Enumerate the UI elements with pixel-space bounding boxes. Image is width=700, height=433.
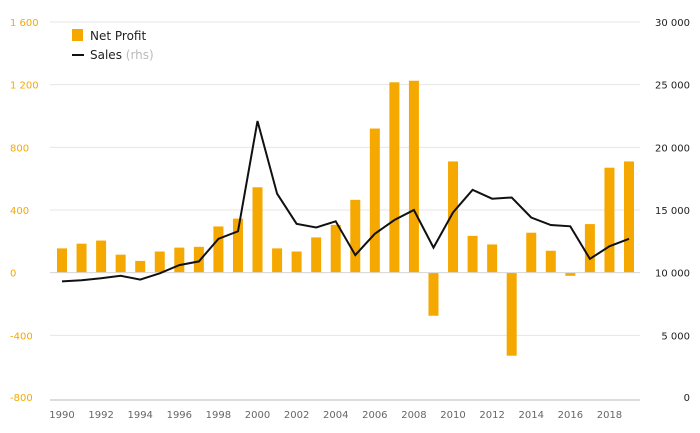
- net-profit-bar-2014: [526, 232, 537, 273]
- left-tick-label-6: 1 600: [10, 18, 39, 29]
- gridlines: [50, 21, 640, 336]
- x-tick-label-1996: 1996: [167, 410, 192, 421]
- net-profit-bar-1992: [96, 240, 107, 273]
- net-profit-bars: [57, 80, 634, 356]
- net-profit-bar-2000: [252, 187, 263, 273]
- net-profit-bar-1997: [193, 246, 204, 273]
- x-tick-label-1990: 1990: [49, 410, 74, 421]
- net-profit-bar-1998: [213, 226, 224, 273]
- net-profit-bar-2018: [604, 167, 615, 273]
- x-tick-label-2008: 2008: [401, 410, 426, 421]
- right-tick-label-5: 25 000: [655, 81, 690, 92]
- net-profit-bar-2016: [565, 272, 576, 276]
- net-profit-bar-2009: [428, 272, 439, 316]
- x-tick-label-2016: 2016: [558, 410, 583, 421]
- right-tick-label-0: 0: [684, 393, 690, 404]
- left-tick-label-4: 800: [10, 143, 29, 154]
- x-tick-label-2018: 2018: [597, 410, 622, 421]
- net-profit-bar-2007: [389, 82, 400, 273]
- right-tick-label-3: 15 000: [655, 206, 690, 217]
- net-profit-bar-2017: [584, 224, 595, 273]
- right-tick-label-4: 20 000: [655, 143, 690, 154]
- left-axis-ticks: -800 -400 0 400 800 1 200 1 600: [10, 18, 39, 404]
- right-tick-label-6: 30 000: [655, 18, 690, 29]
- x-tick-label-2006: 2006: [362, 410, 387, 421]
- left-tick-label-5: 1 200: [10, 81, 39, 92]
- x-tick-label-2010: 2010: [440, 410, 465, 421]
- net-profit-bar-2003: [311, 237, 322, 273]
- net-profit-bar-1995: [154, 251, 165, 273]
- right-axis-ticks: 0 5 000 10 000 15 000 20 000 25 000 30 000: [655, 18, 690, 404]
- legend-label-net-profit: Net Profit: [90, 29, 146, 43]
- net-profit-bar-2005: [350, 199, 361, 273]
- left-tick-label-3: 400: [10, 206, 29, 217]
- legend-swatch-net-profit: [72, 29, 83, 41]
- net-profit-bar-1996: [174, 247, 185, 273]
- net-profit-bar-2011: [467, 235, 478, 273]
- legend-label-sales-name: Sales: [90, 48, 122, 62]
- x-tick-label-2014: 2014: [519, 410, 544, 421]
- net-profit-bar-2010: [448, 161, 459, 273]
- net-profit-bar-2002: [291, 251, 302, 273]
- net-profit-bar-2019: [624, 161, 634, 273]
- net-profit-bar-2004: [330, 224, 341, 273]
- net-profit-bar-1994: [135, 260, 146, 273]
- right-tick-label-2: 10 000: [655, 269, 690, 280]
- x-tick-label-1994: 1994: [127, 410, 152, 421]
- net-profit-bar-1990: [57, 248, 67, 273]
- net-profit-bar-2001: [272, 248, 283, 273]
- x-tick-label-1998: 1998: [206, 410, 231, 421]
- legend-label-sales-rhs: (rhs): [126, 48, 154, 62]
- net-profit-bar-1999: [232, 218, 243, 273]
- x-axis-ticks: 1990 1992 1994 1996 1998 2000 2002 2004 2006 2008…: [49, 410, 622, 421]
- net-profit-bar-2006: [369, 128, 380, 273]
- legend-label-sales: Sales (rhs): [90, 48, 154, 62]
- net-profit-bar-1991: [76, 243, 87, 273]
- left-tick-label-1: -400: [10, 331, 33, 342]
- left-tick-label-0: -800: [10, 393, 33, 404]
- x-tick-label-2000: 2000: [245, 410, 270, 421]
- x-tick-label-2002: 2002: [284, 410, 309, 421]
- sales-line: [61, 120, 630, 283]
- net-profit-bar-2015: [545, 250, 556, 273]
- x-tick-label-2012: 2012: [479, 410, 504, 421]
- x-tick-label-2004: 2004: [323, 410, 348, 421]
- left-tick-label-2: 0: [10, 269, 16, 280]
- net-profit-bar-1993: [115, 254, 126, 273]
- x-tick-label-1992: 1992: [88, 410, 113, 421]
- net-profit-bar-2012: [487, 244, 498, 273]
- net-profit-bar-2008: [408, 80, 419, 273]
- right-tick-label-1: 5 000: [661, 331, 690, 342]
- net-profit-bar-2013: [506, 272, 517, 356]
- legend: Net Profit Sales (rhs): [72, 29, 154, 62]
